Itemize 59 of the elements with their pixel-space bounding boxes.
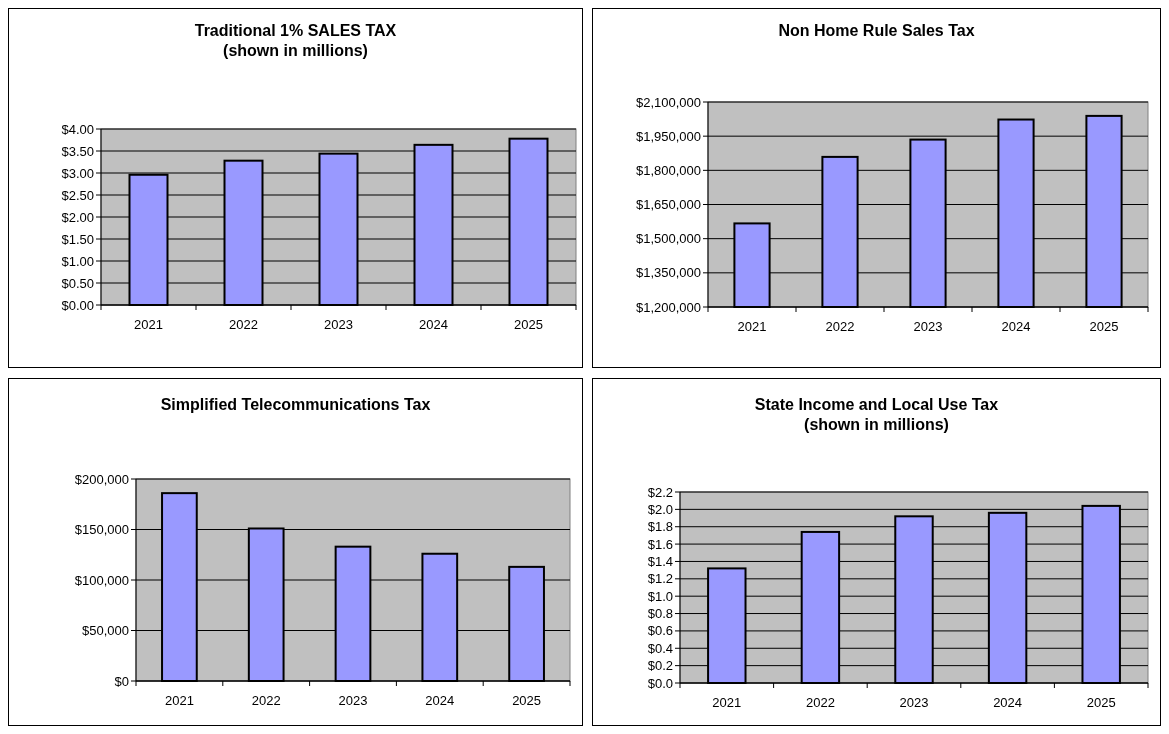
x-tick-label: 2023	[338, 693, 368, 708]
chart-title: Simplified Telecommunications Tax	[160, 396, 431, 413]
chart-title: State Income and Local Use Tax	[754, 396, 999, 413]
y-tick-label: $1,350,000	[635, 265, 701, 281]
y-tick-label: $0	[114, 673, 129, 689]
x-tick-label: 2021	[737, 319, 767, 334]
y-tick-label: $1,200,000	[635, 299, 701, 315]
y-tick-label: $1,650,000	[635, 197, 701, 213]
y-tick-label: $2.50	[61, 187, 94, 203]
y-tick-label: $4.00	[61, 121, 94, 137]
x-tick-label: 2022	[251, 693, 281, 708]
x-tick-label: 2023	[899, 695, 929, 710]
y-tick-label: $0.50	[61, 275, 94, 291]
chart-title: Traditional 1% SALES TAX	[194, 22, 397, 39]
chart-title: Non Home Rule Sales Tax	[778, 22, 975, 39]
x-tick-label: 2024	[1001, 319, 1031, 334]
y-tick-label: $0.0	[647, 675, 673, 691]
x-tick-label: 2024	[425, 693, 455, 708]
y-tick-label: $0.2	[647, 658, 673, 674]
y-tick-label: $3.50	[61, 143, 94, 159]
x-tick-label: 2021	[134, 317, 163, 332]
y-tick-label: $1.00	[61, 253, 94, 269]
x-tick-label: 2023	[324, 317, 353, 332]
x-tick-label: 2023	[913, 319, 943, 334]
y-tick-label: $1.8	[647, 519, 673, 535]
y-tick-label: $3.00	[61, 165, 94, 181]
x-tick-label: 2022	[229, 317, 258, 332]
y-tick-label: $200,000	[74, 471, 129, 487]
chart-subtitle: (shown in millions)	[804, 416, 949, 433]
y-tick-label: $100,000	[74, 572, 129, 588]
x-tick-label: 2025	[512, 693, 542, 708]
y-tick-label: $2,100,000	[635, 94, 701, 110]
x-tick-label: 2024	[993, 695, 1023, 710]
chart-subtitle: (shown in millions)	[223, 42, 368, 59]
y-tick-label: $1.0	[647, 588, 673, 604]
y-tick-label: $0.00	[61, 297, 94, 313]
x-tick-label: 2022	[825, 319, 855, 334]
y-tick-label: $1.50	[61, 231, 94, 247]
y-tick-label: $2.0	[647, 501, 673, 517]
x-tick-label: 2021	[712, 695, 742, 710]
y-tick-label: $1,950,000	[635, 128, 701, 144]
y-tick-label: $0.8	[647, 606, 673, 622]
y-tick-label: $50,000	[82, 623, 129, 639]
y-tick-label: $0.6	[647, 623, 673, 639]
y-tick-label: $2.00	[61, 209, 94, 225]
y-tick-label: $1.2	[647, 571, 673, 587]
x-tick-label: 2021	[164, 693, 194, 708]
y-tick-label: $150,000	[74, 522, 129, 538]
x-tick-label: 2024	[419, 317, 448, 332]
x-tick-label: 2025	[1089, 319, 1119, 334]
x-tick-label: 2025	[514, 317, 543, 332]
y-tick-label: $1.4	[647, 554, 673, 569]
y-tick-label: $1,500,000	[635, 231, 701, 247]
y-tick-label: $1,800,000	[635, 162, 701, 178]
y-tick-label: $1.6	[647, 536, 673, 552]
x-tick-label: 2025	[1086, 695, 1116, 710]
y-tick-label: $2.2	[647, 484, 673, 500]
x-tick-label: 2022	[805, 695, 835, 710]
y-tick-label: $0.4	[647, 640, 673, 656]
